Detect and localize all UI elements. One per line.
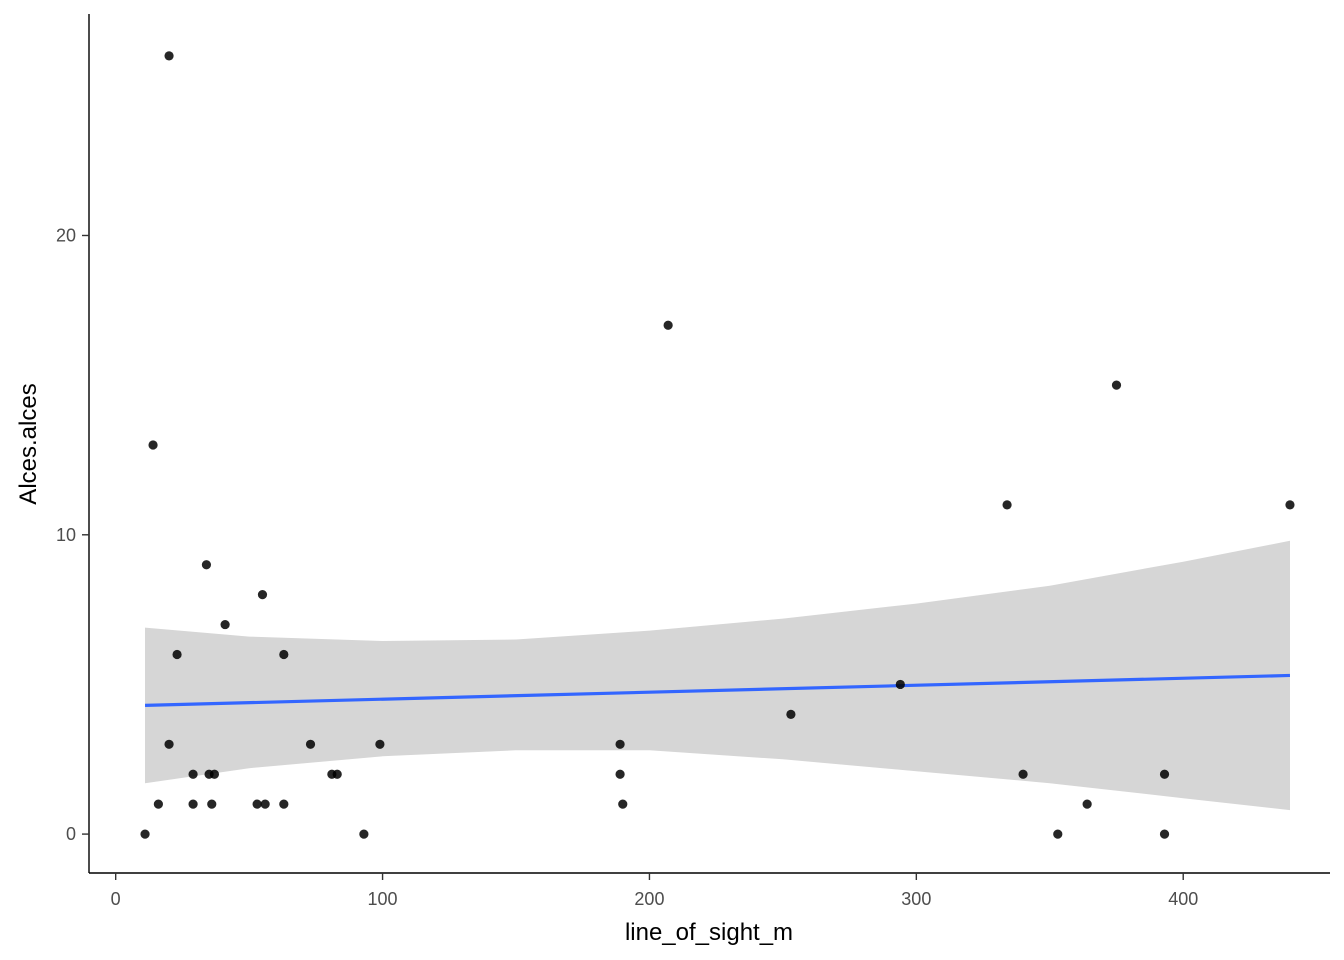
axes — [88, 14, 1330, 874]
data-point — [359, 829, 369, 839]
x-tick-label: 100 — [368, 889, 398, 909]
data-point — [375, 739, 385, 749]
data-point — [305, 739, 316, 749]
data-point — [172, 649, 182, 660]
data-point — [164, 739, 174, 749]
x-tick-label: 0 — [111, 889, 121, 909]
data-point — [279, 799, 289, 809]
data-point — [1159, 769, 1170, 779]
data-point — [209, 769, 220, 779]
confidence-band — [145, 540, 1290, 811]
data-points — [140, 51, 1295, 839]
data-point — [153, 799, 163, 809]
y-tick-label: 0 — [66, 824, 76, 844]
data-point — [164, 51, 174, 61]
data-point — [786, 709, 796, 719]
data-point — [615, 739, 625, 749]
data-point — [188, 769, 198, 779]
trend-line-layer — [145, 673, 1291, 707]
data-point — [148, 440, 158, 450]
data-point — [618, 799, 628, 809]
data-point — [279, 649, 289, 660]
data-point — [663, 320, 673, 330]
data-point — [1002, 500, 1012, 510]
data-point — [1111, 380, 1122, 390]
data-point — [252, 799, 262, 809]
data-point — [260, 799, 270, 809]
y-axis-title: Alces.alces — [15, 383, 42, 504]
x-axis-title: line_of_sight_m — [625, 919, 793, 946]
data-point — [257, 590, 268, 600]
data-point — [895, 679, 905, 690]
x-tick-label: 200 — [634, 889, 664, 909]
x-axis-ticks: 0 100 200 300 400 — [111, 873, 1198, 909]
x-tick-label: 400 — [1168, 889, 1198, 909]
data-point — [1285, 500, 1295, 510]
data-point — [332, 769, 342, 779]
y-axis-ticks: 0 10 20 — [56, 225, 89, 844]
data-point — [220, 619, 230, 630]
x-tick-label: 300 — [901, 889, 931, 909]
y-tick-label: 20 — [56, 225, 76, 245]
data-point — [140, 829, 150, 839]
data-point — [1053, 829, 1063, 839]
y-tick-label: 10 — [56, 525, 76, 545]
confidence-band-layer — [145, 540, 1290, 811]
trend-line — [145, 673, 1291, 707]
data-point — [1082, 799, 1092, 809]
data-point — [188, 799, 198, 809]
data-point — [1159, 829, 1170, 839]
data-point — [615, 769, 625, 779]
data-point — [207, 799, 217, 809]
data-point — [1018, 769, 1028, 779]
data-point — [201, 560, 212, 570]
